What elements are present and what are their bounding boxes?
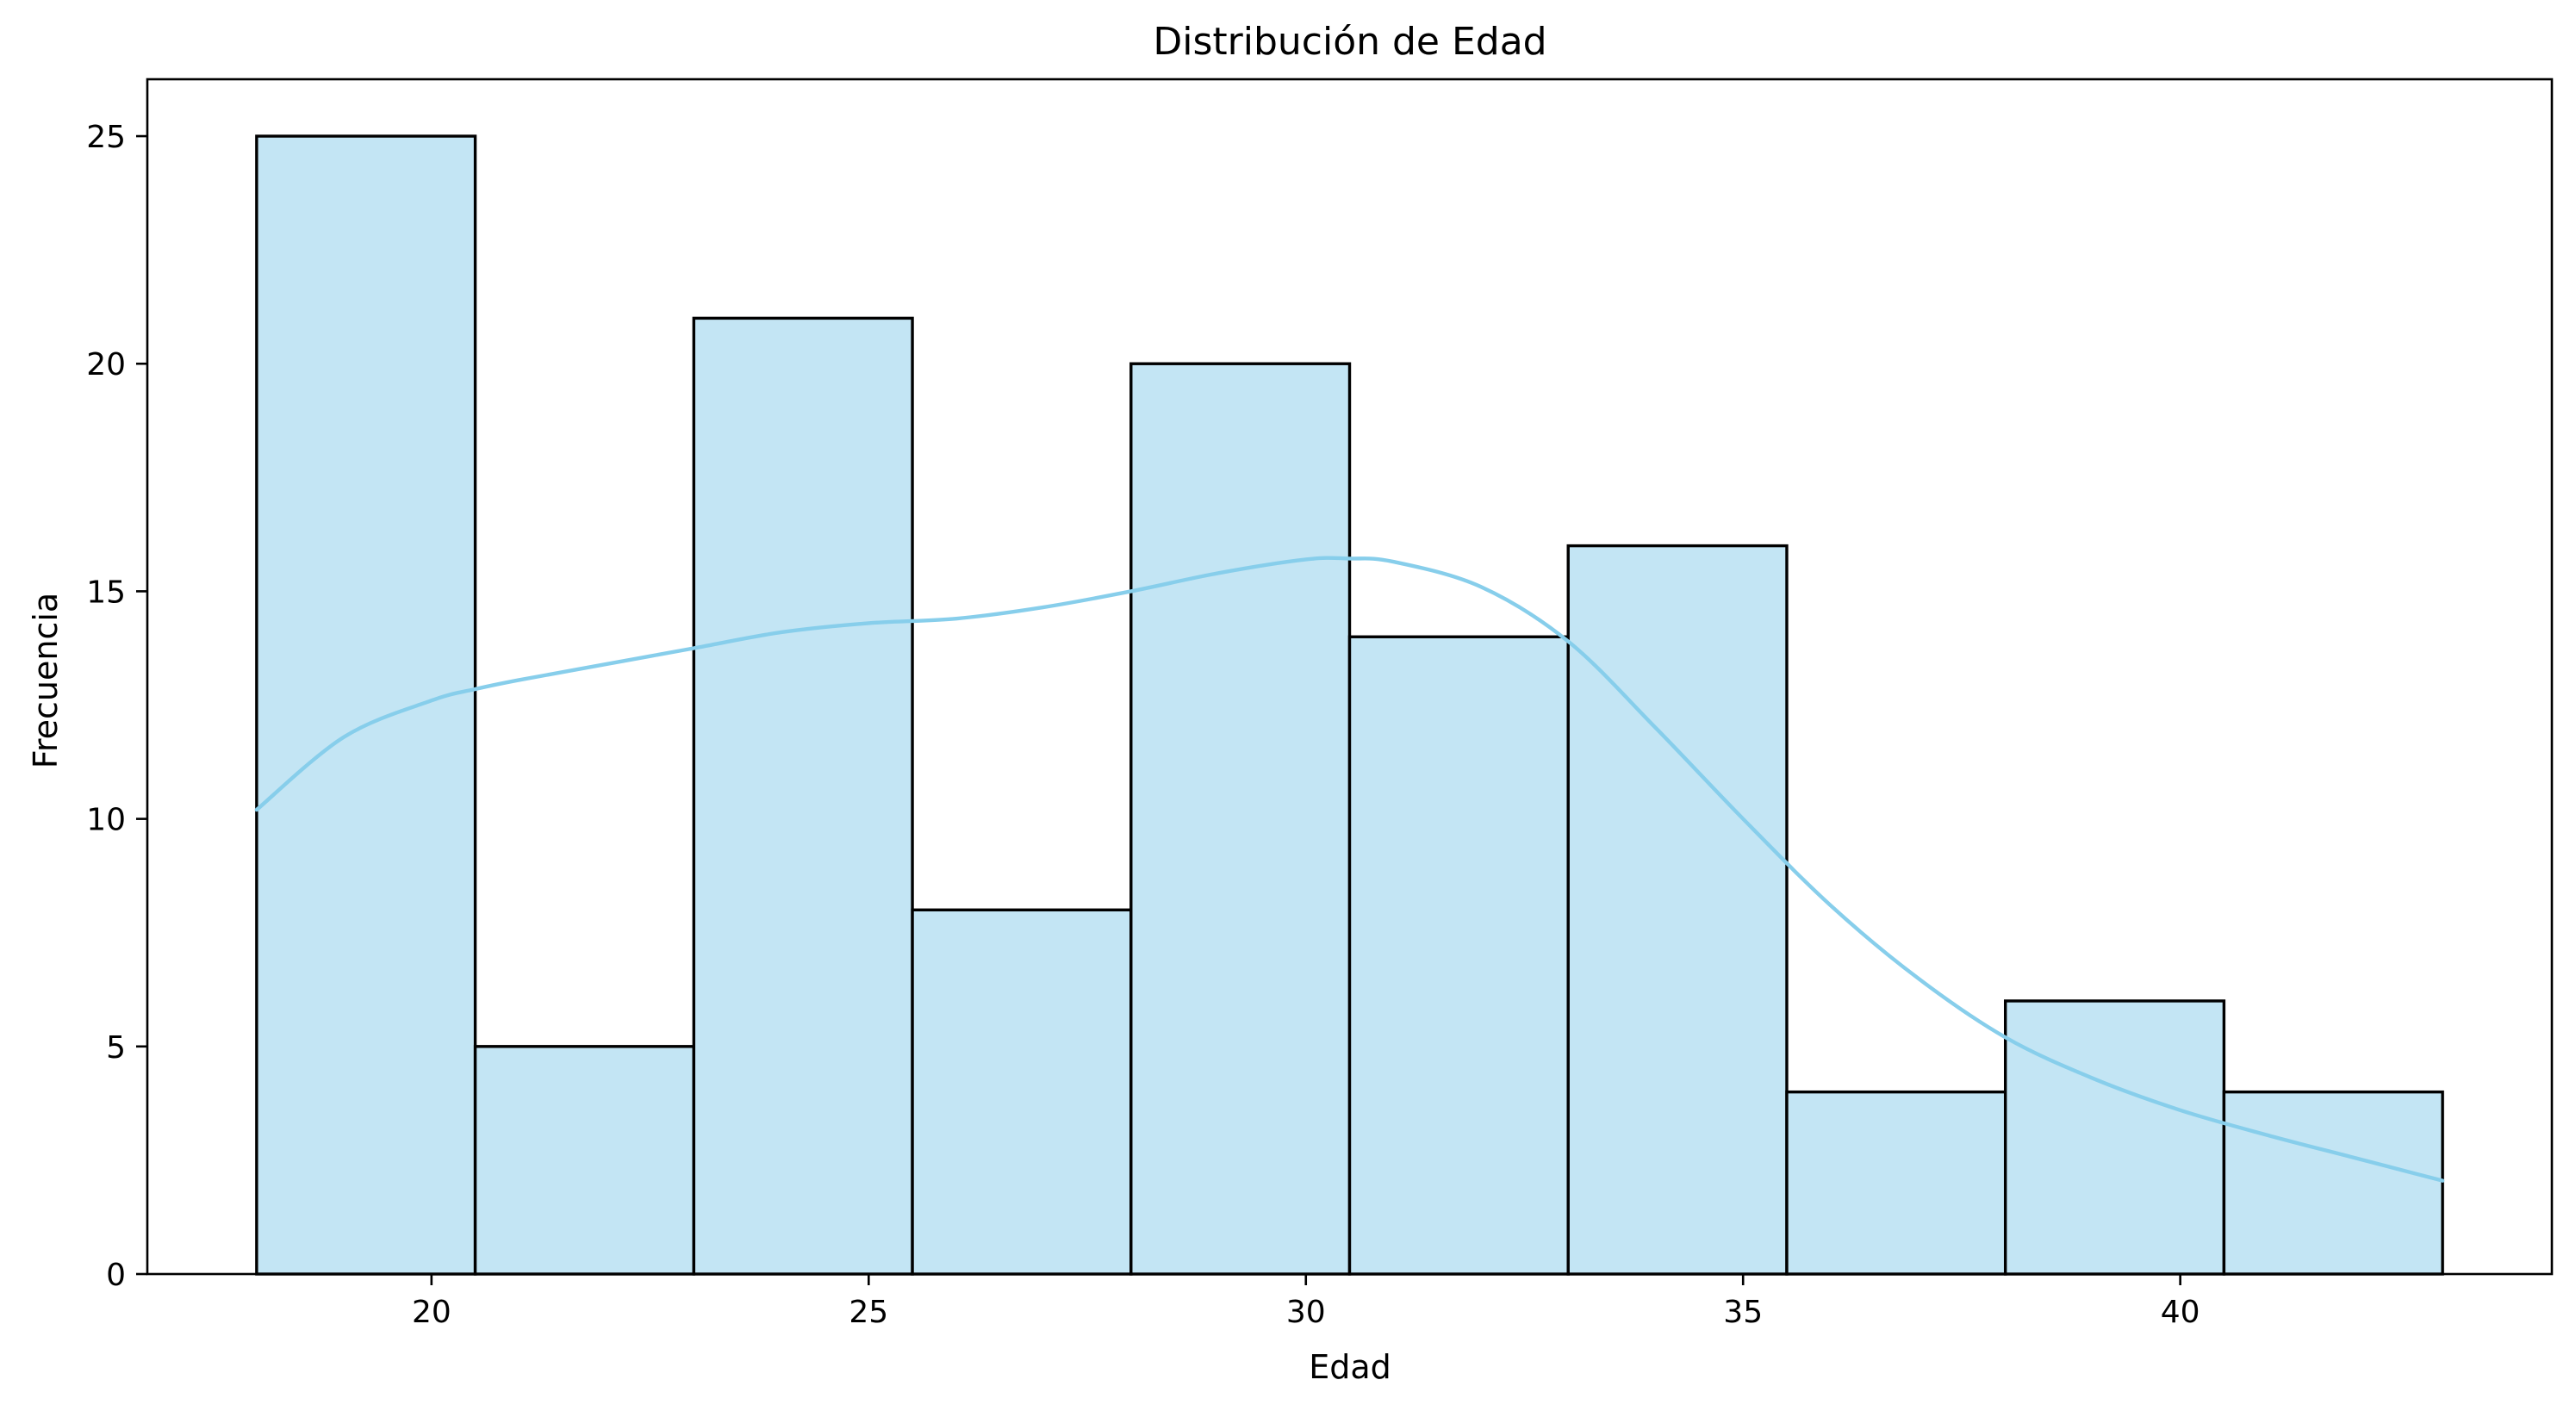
y-axis-ticks: 0 5 10 15 20 25 [86,120,147,1293]
y-tick-label: 25 [86,120,126,155]
x-tick-label: 30 [1286,1295,1326,1330]
y-tick-label: 20 [86,347,126,382]
histogram-bar-5 [1129,362,1352,1276]
axes-frame [146,78,2554,1276]
x-tick-label: 35 [1723,1295,1763,1330]
x-axis-label: Edad [1309,1348,1391,1386]
chart-title: Distribución de Edad [1153,20,1546,64]
histogram-bar-9 [2003,999,2226,1276]
histogram-bar-2 [473,1045,696,1276]
x-tick-label: 40 [2161,1295,2200,1330]
histogram-bar-1 [255,134,477,1276]
y-tick-label: 5 [106,1030,126,1066]
histogram-bar-7 [1566,544,1789,1276]
x-tick-label: 20 [412,1295,451,1330]
histogram-bar-3 [692,316,914,1276]
y-axis-label: Frecuencia [27,593,65,768]
x-axis-ticks: 20 25 30 35 40 [412,1274,2200,1330]
y-tick-label: 0 [106,1258,126,1293]
histogram-bar-10 [2222,1090,2444,1276]
x-tick-label: 25 [849,1295,888,1330]
histogram-bar-4 [911,908,1133,1276]
y-tick-label: 10 [86,803,126,838]
kde-density-line [254,556,2445,1183]
bars-layer [255,134,2444,1276]
histogram-bar-6 [1347,635,1570,1276]
y-tick-label: 15 [86,575,126,610]
histogram-bar-8 [1785,1090,2007,1276]
